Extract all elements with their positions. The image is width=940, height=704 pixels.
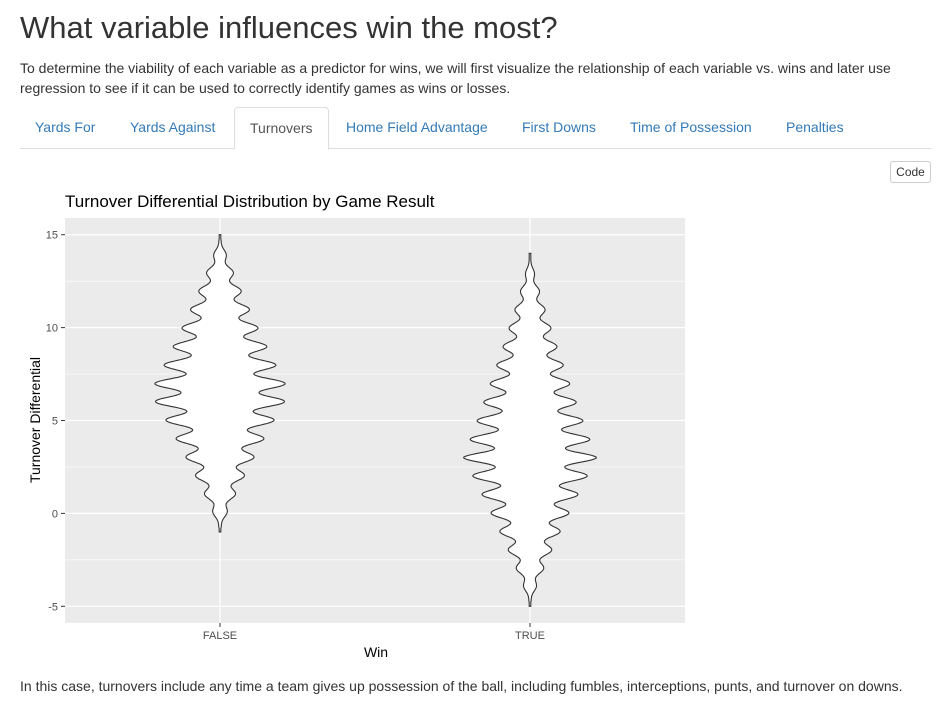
- y-tick-label: -5: [48, 601, 58, 613]
- tab-turnovers[interactable]: Turnovers: [234, 107, 329, 150]
- intro-paragraph: To determine the viability of each varia…: [20, 60, 891, 96]
- x-tick-label: TRUE: [515, 630, 545, 642]
- axes: -5 0 5 10 15 FALSE TRUE: [46, 230, 545, 642]
- tab-home-field-advantage[interactable]: Home Field Advantage: [346, 119, 488, 135]
- y-tick-label: 10: [46, 323, 58, 335]
- code-button[interactable]: Code: [890, 161, 931, 183]
- violin-chart: Turnover Differential Distribution by Ga…: [27, 192, 685, 660]
- tab-yards-against[interactable]: Yards Against: [130, 119, 216, 135]
- footer-note: In this case, turnovers include any time…: [20, 678, 903, 694]
- tab-time-of-possession[interactable]: Time of Possession: [630, 119, 752, 135]
- tab-first-downs[interactable]: First Downs: [522, 119, 596, 135]
- violins: [154, 234, 597, 607]
- violin-true: [463, 252, 597, 607]
- y-axis-label: Turnover Differential: [27, 357, 43, 483]
- y-tick-label: 15: [46, 230, 58, 242]
- y-tick-label: 5: [52, 416, 58, 428]
- page-title: What variable influences win the most?: [20, 10, 558, 45]
- chart-title: Turnover Differential Distribution by Ga…: [65, 192, 435, 211]
- tab-penalties[interactable]: Penalties: [786, 119, 844, 135]
- x-axis-label: Win: [364, 644, 388, 660]
- x-tick-label: FALSE: [203, 630, 237, 642]
- violin-false: [154, 234, 286, 533]
- tab-yards-for[interactable]: Yards For: [35, 119, 96, 135]
- y-tick-label: 0: [52, 508, 58, 520]
- tab-bar: Yards For Yards Against Turnovers Home F…: [20, 107, 931, 150]
